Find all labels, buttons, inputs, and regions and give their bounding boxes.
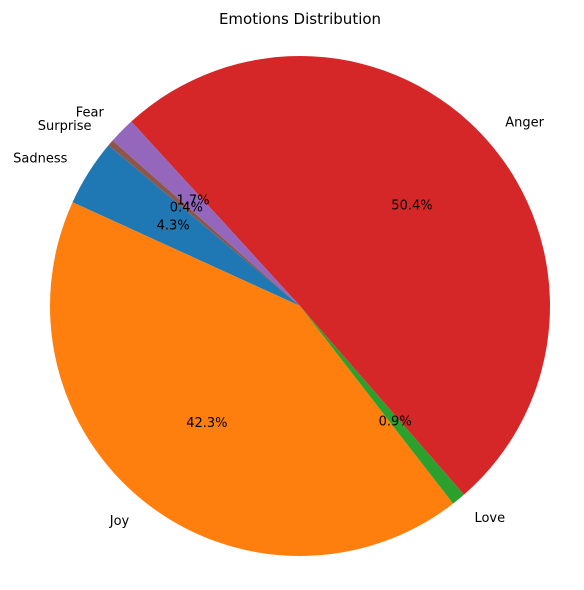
slice-anger [131, 56, 550, 495]
pct-joy: 42.3% [186, 416, 227, 431]
label-fear: Fear [76, 106, 105, 121]
pct-love: 0.9% [379, 414, 412, 429]
label-sadness: Sadness [13, 152, 67, 167]
slice-love [300, 306, 465, 504]
slice-fear [112, 121, 300, 306]
pct-fear: 1.7% [176, 193, 209, 208]
slice-sadness [72, 145, 300, 306]
pct-surprise: 0.4% [170, 201, 203, 216]
pct-anger: 50.4% [391, 199, 432, 214]
label-anger: Anger [505, 115, 544, 130]
label-joy: Joy [109, 514, 130, 529]
pie-slices [49, 56, 550, 557]
chart-title: Emotions Distribution [219, 10, 381, 28]
pie-labels: Sadness 4.3% Joy 42.3% Love 0.9% Anger 50.4% Fea… [13, 106, 544, 529]
label-love: Love [474, 511, 505, 526]
label-surprise: Surprise [38, 119, 92, 134]
slice-surprise [108, 140, 300, 306]
pct-sadness: 4.3% [157, 218, 190, 233]
slice-joy [49, 202, 454, 557]
